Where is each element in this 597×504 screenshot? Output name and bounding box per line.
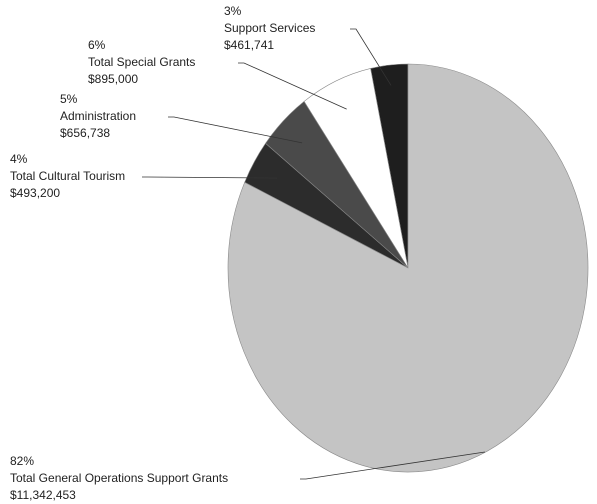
leader-line [350,28,392,86]
amount-label: $461,741 [224,38,274,52]
slice-label: Total Cultural Tourism [10,169,125,183]
slice-label: Total Special Grants [88,55,195,69]
leader-line [142,176,278,179]
amount-label: $11,342,453 [10,488,76,502]
amount-label: $656,738 [60,126,110,140]
slice-label: Administration [60,109,136,123]
leader-line [238,62,347,110]
percent-label: 6% [88,38,106,52]
leader-line [300,451,485,480]
pie-slice [227,63,589,473]
slice-label: Total General Operations Support Grants [10,471,228,485]
percent-label: 3% [224,4,242,18]
amount-label: $493,200 [10,186,60,200]
percent-label: 5% [60,92,78,106]
amount-label: $895,000 [88,72,138,86]
leader-line [168,116,303,144]
percent-label: 82% [10,454,34,468]
slice-label: Support Services [224,21,315,35]
percent-label: 4% [10,152,28,166]
